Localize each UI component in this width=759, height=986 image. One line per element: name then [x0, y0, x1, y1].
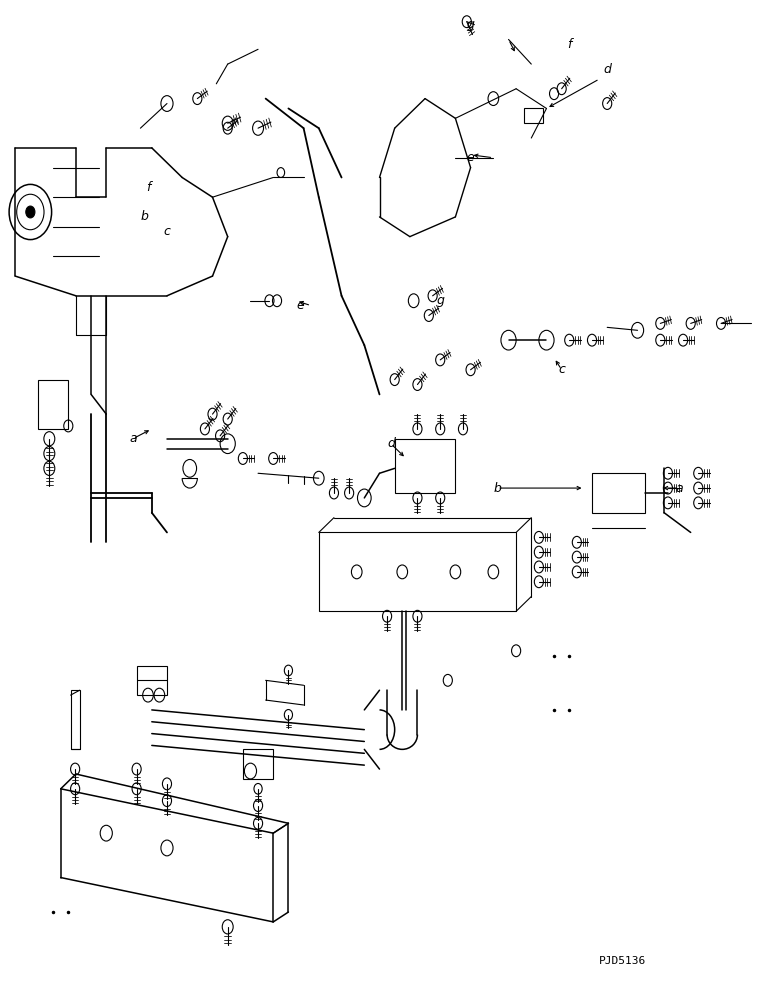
Text: b: b — [140, 210, 148, 224]
Text: a: a — [129, 432, 137, 446]
Bar — [243, 749, 273, 779]
Text: g: g — [436, 294, 444, 308]
Text: b: b — [493, 481, 501, 495]
Text: c: c — [163, 225, 171, 239]
Text: d: d — [603, 62, 611, 76]
Text: e: e — [296, 299, 304, 313]
Bar — [592, 473, 645, 513]
Bar — [524, 108, 543, 123]
Text: f: f — [567, 37, 572, 51]
Bar — [137, 666, 167, 695]
Bar — [395, 439, 455, 493]
Bar — [38, 380, 68, 429]
Bar — [71, 690, 80, 749]
Text: g: g — [467, 18, 474, 32]
Text: PJD5136: PJD5136 — [599, 956, 646, 966]
Text: d: d — [387, 437, 395, 451]
Text: c: c — [558, 363, 565, 377]
Bar — [319, 532, 516, 611]
Text: a: a — [676, 481, 683, 495]
Text: e: e — [467, 151, 474, 165]
Text: f: f — [146, 180, 150, 194]
Circle shape — [26, 206, 35, 218]
